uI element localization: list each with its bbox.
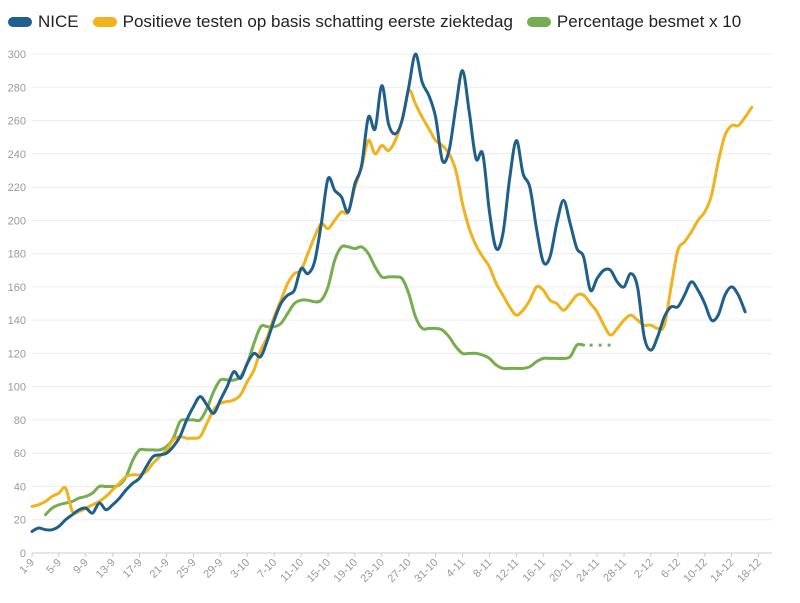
legend-item-nice[interactable]: NICE <box>8 12 79 32</box>
y-tick-label: 240 <box>8 149 26 161</box>
legend-label-positive-tests: Positieve testen op basis schatting eers… <box>122 12 513 31</box>
gridlines <box>32 53 772 554</box>
x-tick-label: 20-11 <box>547 557 575 585</box>
y-tick-label: 300 <box>8 49 26 61</box>
x-tick-label: 4-11 <box>444 557 467 580</box>
x-tick-label: 13-9 <box>94 557 118 581</box>
series-line-percentage <box>44 244 586 517</box>
legend-label-nice: NICE <box>38 12 79 31</box>
series-lines <box>30 52 754 533</box>
y-tick-label: 80 <box>14 415 26 427</box>
legend-label-percentage: Percentage besmet x 10 <box>556 12 742 31</box>
x-tick-label: 25-9 <box>175 557 199 581</box>
x-tick-label: 6-12 <box>659 557 683 581</box>
x-tick-label: 27-10 <box>385 557 413 585</box>
y-tick-label: 100 <box>8 382 26 394</box>
y-tick-label: 40 <box>14 481 26 493</box>
y-tick-label: 60 <box>14 448 26 460</box>
y-tick-label: 180 <box>8 249 26 261</box>
legend: NICE Positieve testen op basis schatting… <box>8 8 755 36</box>
x-tick-label: 14-12 <box>708 557 736 585</box>
x-tick-label: 19-10 <box>332 557 360 585</box>
legend-swatch-positive-tests <box>92 17 117 27</box>
legend-swatch-nice <box>8 17 32 27</box>
y-axis: 0 20 40 60 80 100 120 140 160 180 200 220 240 260 280 3… <box>8 49 26 560</box>
x-tick-label: 24-11 <box>574 557 602 585</box>
legend-item-percentage[interactable]: Percentage besmet x 10 <box>526 12 742 32</box>
x-tick-label: 21-9 <box>148 557 172 581</box>
x-tick-label: 15-10 <box>305 557 333 585</box>
x-tick-label: 16-11 <box>521 557 549 585</box>
y-tick-label: 200 <box>8 215 26 227</box>
y-tick-label: 20 <box>14 515 26 527</box>
x-tick-label: 12-11 <box>494 557 522 585</box>
y-tick-label: 260 <box>8 116 26 128</box>
x-tick-label: 5-9 <box>44 557 64 577</box>
y-tick-label: 140 <box>8 315 26 327</box>
x-tick-label: 7-10 <box>255 557 279 581</box>
x-axis: 1-9 5-9 9-9 13-9 17-9 21-9 25-9 29-9 3-10 7-10 11-… <box>17 553 764 585</box>
series-line-positive-tests <box>30 88 754 515</box>
x-tick-label: 2-12 <box>632 557 656 581</box>
x-tick-label: 29-9 <box>201 557 225 581</box>
y-tick-label: 0 <box>20 548 26 560</box>
legend-item-positive-tests[interactable]: Positieve testen op basis schatting eers… <box>92 12 513 32</box>
series-line-nice <box>30 52 747 533</box>
legend-swatch-percentage <box>526 17 551 27</box>
x-tick-label: 17-9 <box>121 557 145 581</box>
x-tick-label: 3-10 <box>228 557 252 581</box>
y-tick-label: 120 <box>8 348 26 360</box>
x-tick-label: 31-10 <box>412 557 440 585</box>
y-tick-label: 220 <box>8 182 26 194</box>
x-tick-label: 8-11 <box>471 557 494 580</box>
y-tick-label: 280 <box>8 82 26 94</box>
x-tick-label: 18-12 <box>735 557 763 585</box>
x-tick-label: 23-10 <box>359 557 387 585</box>
y-tick-label: 160 <box>8 282 26 294</box>
x-tick-label: 10-12 <box>681 557 709 585</box>
x-tick-label: 9-9 <box>71 557 91 577</box>
x-tick-label: 28-11 <box>601 557 629 585</box>
x-tick-label: 11-10 <box>278 557 306 585</box>
